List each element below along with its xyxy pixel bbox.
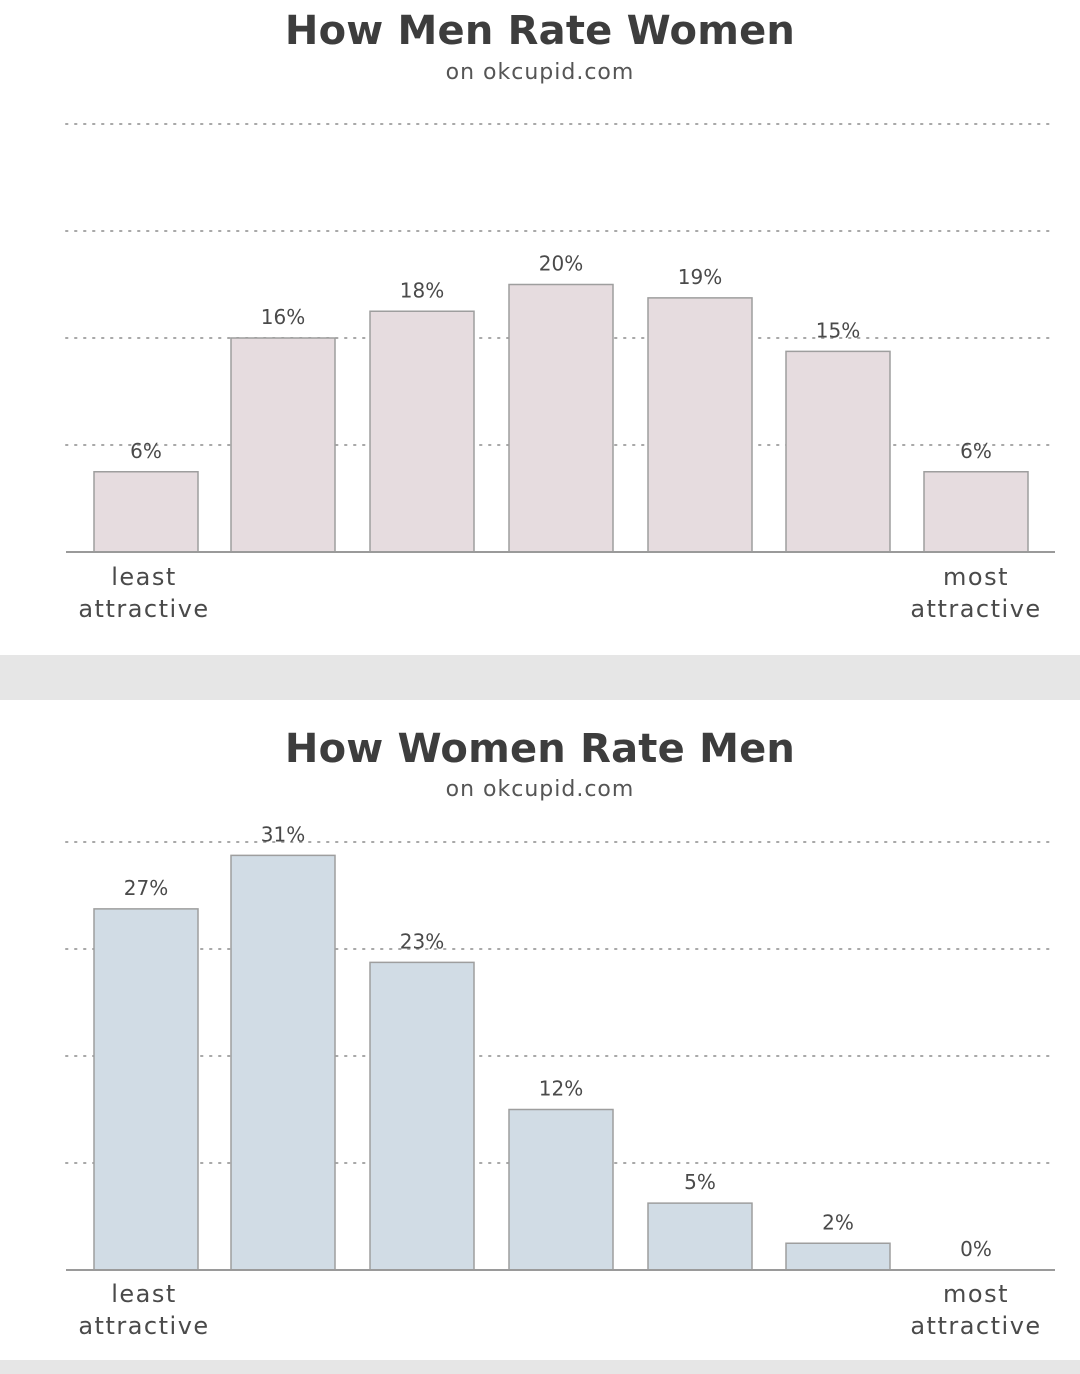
- bar-value-label-4: 12%: [539, 1077, 583, 1101]
- bar-value-label-2: 31%: [261, 822, 305, 846]
- bar-7: [923, 471, 1029, 553]
- bar-4: [508, 283, 614, 553]
- chart-title: How Men Rate Women: [284, 8, 796, 54]
- bar-5: [647, 1202, 753, 1271]
- x-axis-label-least-line2: attractive: [78, 1312, 210, 1340]
- bar-value-label-1: 6%: [130, 439, 162, 463]
- bar-value-label-5: 19%: [678, 265, 722, 289]
- chart-panel-men-rate-women: How Men Rate Women on okcupid.com 6% 16% 1…: [0, 0, 1080, 655]
- x-axis-label-least-line1: least: [111, 563, 177, 591]
- chart-panel-women-rate-men: How Women Rate Men on okcupid.com 27% 31%…: [0, 700, 1080, 1360]
- bar-6: [785, 350, 891, 553]
- x-axis-label-least: least attractive: [64, 1278, 224, 1342]
- chart-subtitle: on okcupid.com: [445, 60, 635, 85]
- bar-2: [230, 854, 336, 1271]
- bar-4: [508, 1108, 614, 1271]
- bar-value-label-6: 15%: [816, 318, 860, 342]
- x-axis-label-least: least attractive: [64, 561, 224, 625]
- bar-3: [369, 961, 475, 1271]
- bar-6: [785, 1242, 891, 1271]
- x-axis-label-most: most attractive: [896, 561, 1056, 625]
- bar-value-label-3: 23%: [400, 929, 444, 953]
- x-axis-label-most-line1: most: [943, 1280, 1009, 1308]
- bar-value-label-2: 16%: [261, 305, 305, 329]
- bar-value-label-3: 18%: [400, 278, 444, 302]
- x-axis-label-least-line1: least: [111, 1280, 177, 1308]
- x-axis-label-most-line1: most: [943, 563, 1009, 591]
- x-axis-label-most-line2: attractive: [910, 595, 1042, 623]
- bar-chart-women-rate-men: 27% 31% 23% 12% 5% 2% 0%: [65, 822, 1056, 1271]
- x-axis-label-most-line2: attractive: [910, 1312, 1042, 1340]
- bar-1: [93, 908, 199, 1271]
- bar-value-label-7: 0%: [960, 1237, 992, 1261]
- bar-value-label-4: 20%: [539, 252, 583, 276]
- x-axis-label-most: most attractive: [896, 1278, 1056, 1342]
- bar-value-label-6: 2%: [822, 1210, 854, 1234]
- bar-2: [230, 337, 336, 553]
- bar-1: [93, 471, 199, 553]
- chart-title: How Women Rate Men: [284, 726, 796, 772]
- bar-chart-men-rate-women: 6% 16% 18% 20% 19% 15% 6%: [65, 123, 1056, 553]
- bar-value-label-5: 5%: [684, 1170, 716, 1194]
- bar-3: [369, 310, 475, 553]
- chart-subtitle: on okcupid.com: [445, 777, 635, 802]
- bar-value-label-1: 27%: [124, 876, 168, 900]
- bar-5: [647, 297, 753, 553]
- bar-value-label-7: 6%: [960, 439, 992, 463]
- x-axis-label-least-line2: attractive: [78, 595, 210, 623]
